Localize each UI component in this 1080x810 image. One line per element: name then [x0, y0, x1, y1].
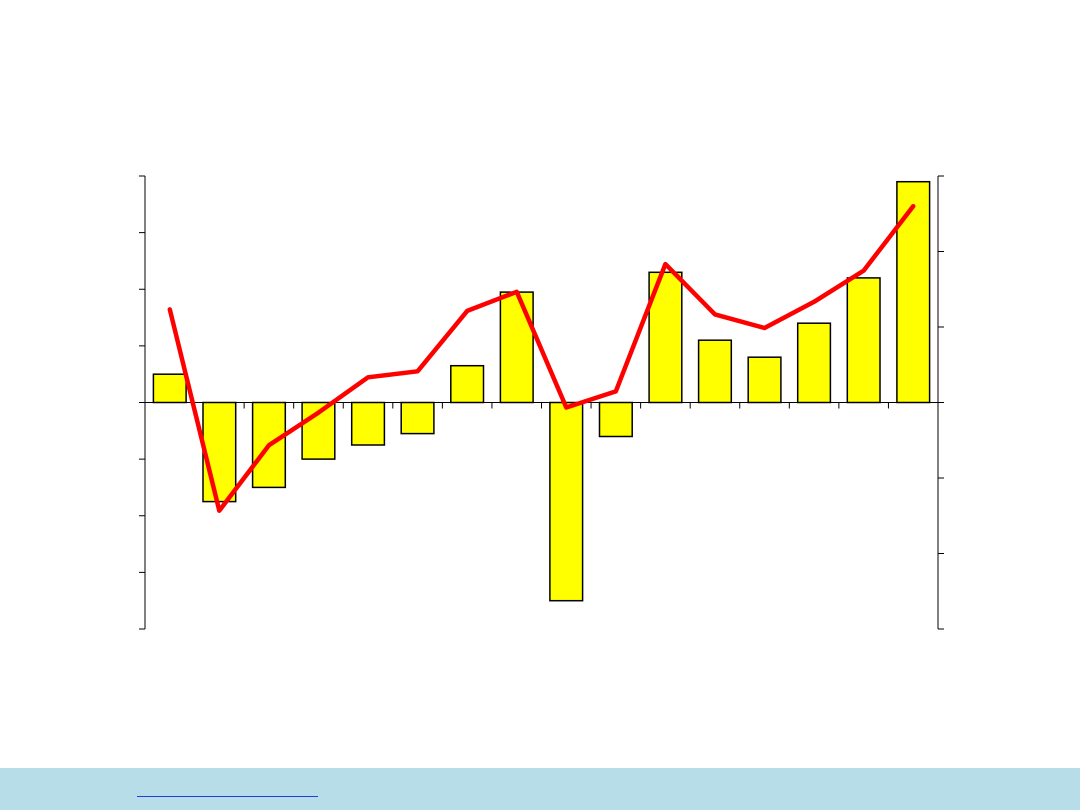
chart-axes [139, 175, 944, 630]
bar-1 [152, 373, 187, 404]
footer-link[interactable] [137, 780, 318, 797]
bar-5 [350, 401, 386, 446]
bar-series [152, 180, 931, 602]
combo-chart [139, 175, 944, 630]
line-series [167, 203, 916, 513]
bar-9 [549, 401, 584, 602]
bar-13 [747, 356, 782, 404]
bar-15 [846, 277, 881, 404]
line-series-path [167, 203, 916, 513]
bar-12 [697, 339, 733, 404]
bar-6 [400, 401, 435, 435]
bar-7 [450, 364, 485, 404]
bar-8 [499, 291, 534, 404]
bar-2 [202, 401, 237, 503]
bar-10 [598, 401, 633, 438]
footer-bar [0, 768, 1080, 810]
bar-14 [796, 322, 832, 404]
bar-16 [896, 180, 931, 404]
